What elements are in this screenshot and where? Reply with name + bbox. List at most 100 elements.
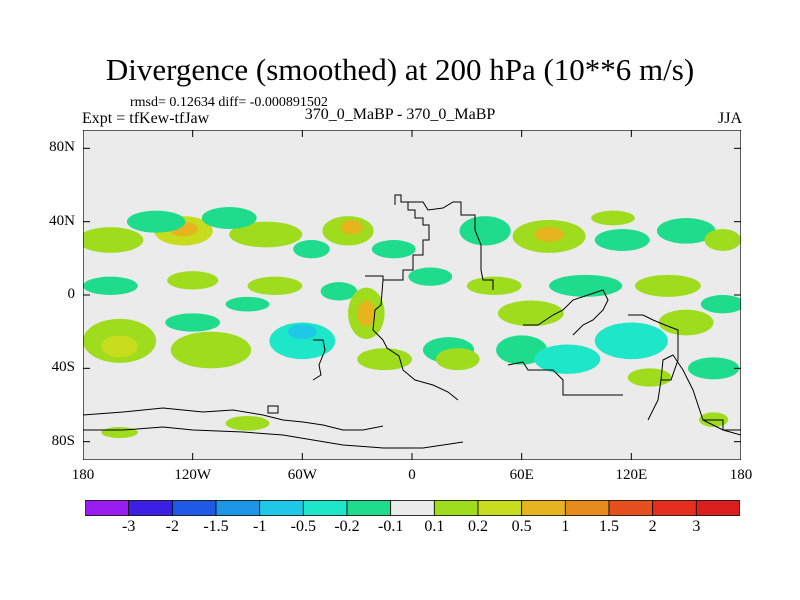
contour-region-41 [594, 322, 668, 360]
coastline-southern-continent-east [647, 354, 741, 436]
contour-region-19 [247, 276, 303, 295]
colorbar-label: 0.2 [468, 518, 488, 535]
contour-region-34 [287, 324, 317, 339]
coastline-europe-asia [401, 201, 494, 290]
contour-region-25 [466, 276, 522, 295]
experiment-label: Expt = tfKew-tfJaw [82, 110, 210, 127]
contour-region-7 [201, 207, 257, 229]
coastline-africa [365, 275, 459, 401]
contour-region-31 [170, 331, 252, 369]
coastline-southern-continent-mid [83, 426, 464, 449]
colorbar-swatch [608, 500, 654, 516]
contour-region-24 [408, 267, 453, 286]
colorbar-swatch [390, 500, 435, 516]
colorbar-swatch [215, 500, 261, 516]
contour-region-30 [101, 335, 138, 358]
axis-ticks [83, 130, 741, 460]
y-tick-label: 80N [49, 139, 75, 156]
coastline-far-east [703, 419, 741, 431]
colorbar-swatch [346, 500, 392, 516]
contour-region-5 [340, 219, 363, 235]
contour-region-9 [371, 240, 416, 259]
coastline-small-island [267, 405, 279, 414]
colorbar-label: 0.1 [424, 518, 445, 535]
y-tick-label: 40N [49, 212, 75, 229]
colorbar-label: 3 [692, 518, 701, 535]
contour-region-17 [83, 276, 138, 295]
contour-region-6 [126, 210, 186, 233]
colorbar-swatch [259, 500, 304, 516]
contour-region-32 [165, 313, 221, 332]
coastline-southern-continent-west [83, 407, 384, 431]
colorbar-swatch [128, 500, 173, 516]
coastline-indonesia [523, 289, 609, 336]
contour-region-15 [704, 229, 741, 251]
contour-region-13 [594, 229, 650, 251]
y-tick-label: 0 [67, 286, 76, 302]
colorbar-label: -0.5 [290, 518, 316, 535]
map-plot [83, 130, 741, 460]
contour-region-45 [101, 427, 138, 438]
contour-region-39 [496, 335, 548, 365]
colorbar-label: -0.2 [334, 518, 360, 535]
x-tick-label: 60E [509, 467, 534, 483]
colorbar-swatch [695, 500, 740, 516]
contour-region-44 [627, 368, 672, 387]
contour-region-21 [320, 282, 358, 301]
colorbar-swatch [477, 500, 523, 516]
contour-region-42 [658, 309, 714, 336]
colorbar-label: -2 [165, 518, 179, 535]
coastline-pacific-island [507, 361, 623, 396]
colorbar-label: -3 [121, 518, 136, 535]
contour-region-18 [167, 271, 219, 290]
x-tick-label: 120E [615, 467, 648, 483]
y-tick-label: 80S [51, 432, 75, 449]
colorbar-swatch [171, 500, 217, 516]
coastlines [83, 194, 741, 449]
coastline-south-america [312, 339, 326, 381]
contour-region-8 [293, 240, 330, 259]
contour-region-14 [656, 218, 716, 244]
contour-region-40 [534, 344, 601, 374]
contour-region-28 [700, 295, 741, 314]
case-label: 370_0_MaBP - 370_0_MaBP [304, 106, 496, 123]
contour-region-23 [357, 300, 376, 327]
contour-region-33 [269, 322, 336, 360]
colorbar-swatch [433, 500, 479, 516]
contour-region-20 [225, 296, 270, 312]
plot-background [83, 130, 741, 460]
contour-region-27 [634, 274, 701, 297]
contour-region-0 [83, 227, 144, 253]
colorbar-label: -0.1 [377, 518, 404, 535]
contour-region-46 [225, 416, 270, 431]
colorbar-label: 1.5 [599, 518, 619, 535]
colorbar-swatch [564, 500, 610, 516]
rmsd-diff-stats: rmsd= 0.12634 diff= -0.000891502 [130, 95, 328, 110]
x-tick-label: 60W [287, 467, 317, 483]
chart-title: Divergence (smoothed) at 200 hPa (10**6 … [105, 52, 695, 87]
contour-region-26 [549, 274, 623, 297]
coastline-australia [628, 314, 679, 381]
x-tick-label: 180 [71, 467, 95, 483]
contour-region-16 [591, 210, 635, 226]
contour-region-37 [435, 348, 480, 371]
colorbar-label: -1 [252, 518, 267, 535]
contour-region-10 [459, 216, 511, 246]
season-label: JJA [717, 110, 742, 127]
x-tick-label: 120W [174, 467, 211, 483]
divergence-contours [83, 207, 741, 438]
colorbar-label: -1.5 [203, 518, 229, 535]
y-tick-label: 40S [51, 359, 75, 376]
colorbar-swatch [85, 500, 130, 516]
colorbar-swatch [521, 500, 566, 516]
colorbar-label: 0.5 [511, 518, 532, 535]
colorbar-swatch [302, 500, 348, 516]
contour-region-12 [534, 227, 564, 242]
x-tick-label: 0 [408, 467, 416, 483]
contour-region-3 [229, 221, 303, 248]
contour-region-38 [497, 300, 564, 327]
contour-region-35 [357, 348, 413, 371]
colorbar [85, 500, 740, 516]
contour-region-43 [687, 357, 740, 380]
colorbar-label: 1 [561, 518, 570, 535]
